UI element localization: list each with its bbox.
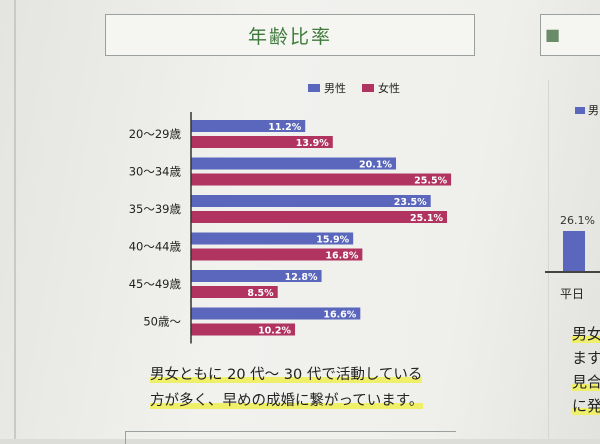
chart-legend: 男性 女性	[308, 81, 400, 95]
side-chart-axis	[545, 271, 600, 273]
legend-swatch-1	[362, 84, 374, 92]
category-label: 40〜44歳	[129, 240, 182, 254]
side-legend-label: 男	[588, 104, 599, 117]
category-label: 35〜39歳	[129, 202, 182, 216]
section-title: 年齢比率	[247, 25, 332, 48]
bar-female	[191, 323, 296, 336]
category-label: 50歳〜	[143, 315, 181, 329]
chart-category-labels: 20〜29歳 30〜34歳 35〜39歳 40〜44歳 45〜49歳 50歳〜	[129, 127, 182, 329]
bar-value-label: 25.1%	[410, 213, 443, 224]
bar-value-label: 8.5%	[247, 288, 274, 299]
bar-value-label: 16.8%	[325, 251, 358, 262]
bar-male	[191, 270, 322, 282]
legend-label-1: 女性	[378, 81, 400, 95]
bar-female	[191, 211, 448, 223]
section-title-box: 年齢比率	[105, 14, 475, 56]
bar-value-label: 16.6%	[323, 310, 356, 321]
category-label: 20〜29歳	[129, 127, 182, 141]
next-section-title-box: ■	[540, 14, 600, 56]
side-text-line-4: に発	[572, 397, 600, 415]
bar-female	[191, 136, 333, 148]
side-text-line-3: 見合	[572, 373, 600, 391]
side-bar-value: 26.1%	[560, 214, 595, 227]
chart-caption: 男女ともに 20 代〜 30 代で活動している 方が多く、早めの成婚に繋がってい…	[150, 362, 440, 414]
side-text-line-2: ます	[572, 349, 600, 367]
bar-female	[191, 173, 452, 186]
side-bar	[563, 231, 585, 271]
bar-value-label: 10.2%	[258, 326, 291, 337]
column-divider	[548, 80, 549, 439]
bar-value-label: 15.9%	[316, 235, 349, 246]
legend-swatch-0	[308, 84, 320, 92]
bar-value-label: 20.1%	[359, 160, 392, 171]
bar-female	[191, 286, 278, 298]
side-bar-category: 平日	[560, 287, 585, 301]
bar-male	[191, 157, 397, 170]
category-label: 30〜34歳	[129, 165, 182, 179]
chart-bars: 11.2% 13.9% 20.1% 25.5% 23.5% 25.1% 15.9% 16.8%…	[191, 120, 452, 337]
caption-line-1: 男女ともに 20 代〜 30 代で活動している	[150, 367, 423, 383]
bar-male	[191, 232, 354, 245]
side-text: 男女 ます 見合 に発	[572, 322, 600, 418]
caption-line-2: 方が多く、早めの成婚に繋がっています。	[150, 393, 424, 409]
bar-male	[191, 195, 431, 207]
bar-male	[191, 120, 306, 132]
bar-female	[191, 248, 363, 261]
bar-value-label: 13.9%	[296, 138, 329, 149]
bar-value-label: 25.5%	[414, 176, 447, 187]
next-section-title-fragment: ■	[545, 25, 561, 44]
bar-value-label: 11.2%	[268, 122, 301, 133]
next-box-edge	[125, 431, 456, 444]
page-edge	[14, 0, 16, 439]
male-swatch	[575, 107, 585, 114]
category-label: 45〜49歳	[129, 277, 182, 291]
bar-value-label: 23.5%	[394, 197, 427, 208]
bar-male	[191, 307, 361, 320]
legend-label-0: 男性	[324, 81, 346, 95]
side-text-line-1: 男女	[572, 325, 600, 343]
side-chart-legend: 男	[575, 102, 599, 118]
bar-value-label: 12.8%	[285, 272, 318, 283]
